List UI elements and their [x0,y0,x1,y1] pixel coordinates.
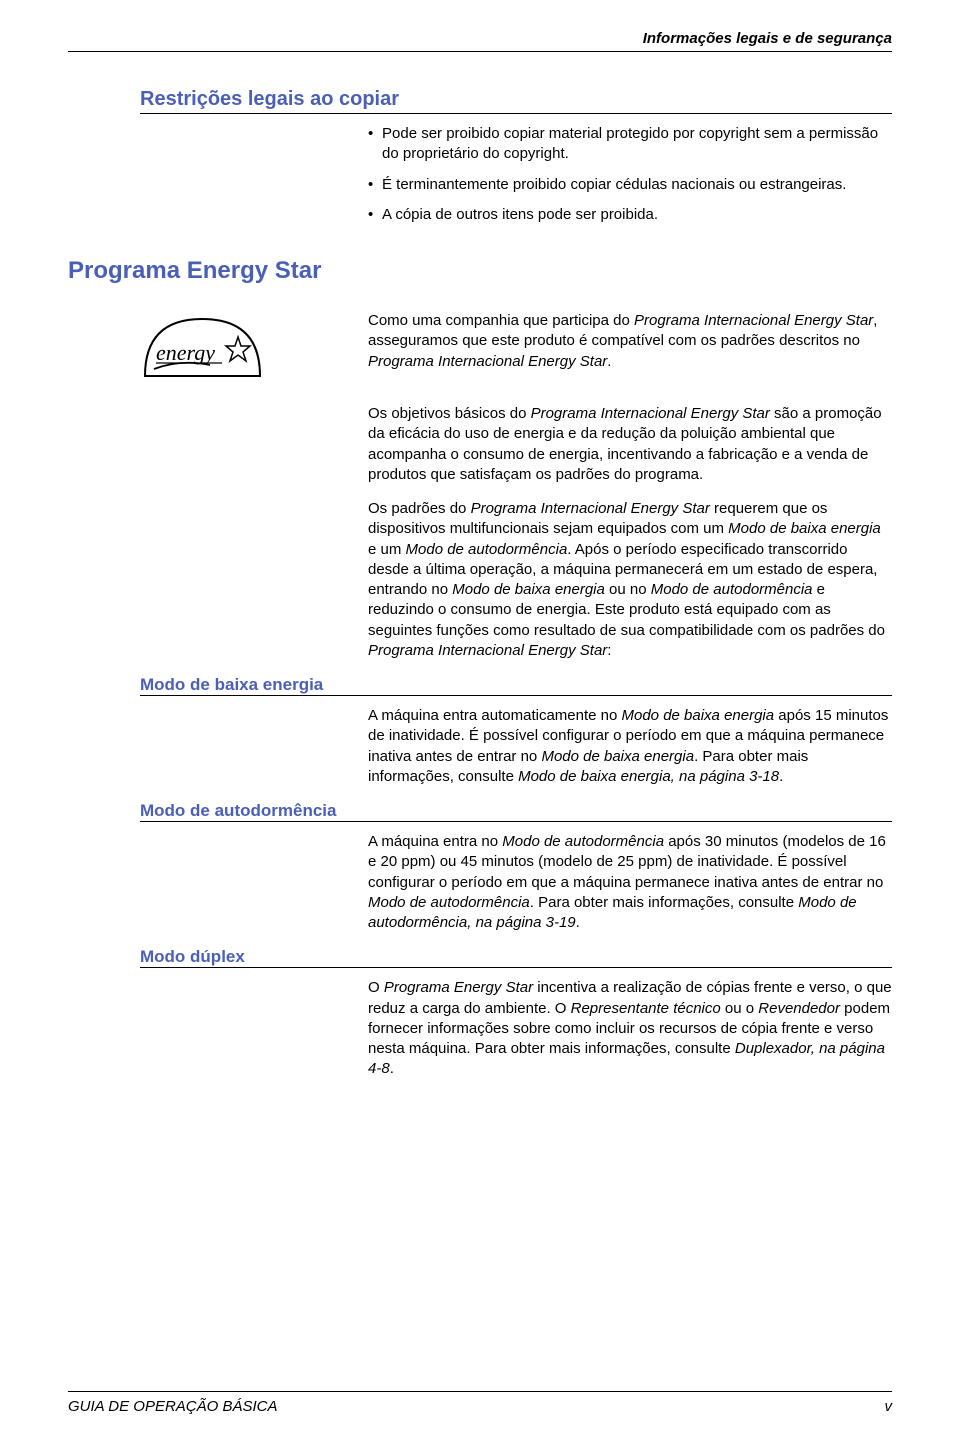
programa-p3: Os padrões do Programa Internacional Ene… [368,499,892,661]
subsection-auto: Modo de autodormência [140,801,892,821]
restricoes-bullets: Pode ser proibido copiar material proteg… [368,124,892,225]
text: Os objetivos básicos do [368,405,531,422]
text: A máquina entra automaticamente no [368,707,622,724]
baixa-p: A máquina entra automaticamente no Modo … [368,706,892,787]
programa-p2: Os objetivos básicos do Programa Interna… [368,404,892,485]
text: . [576,914,580,931]
energy-star-logo: energy [140,311,368,396]
text-italic: Modo de autodormência [406,541,568,558]
text-italic: Programa Internacional Energy Star [368,642,607,659]
text-italic: Programa Internacional Energy Star [471,500,710,517]
text-italic: Modo de autodormência [502,833,664,850]
auto-p: A máquina entra no Modo de autodormência… [368,832,892,933]
section-title-restricoes: Restrições legais ao copiar [140,88,892,111]
text: : [607,642,611,659]
text-italic: Modo de autodormência [651,581,813,598]
text-italic: Modo de baixa energia [452,581,605,598]
bullet-item: É terminantemente proibido copiar cédula… [368,175,892,195]
rule [140,967,892,968]
text: . [779,768,783,785]
section-title-programa: Programa Energy Star [68,257,892,285]
text: O [368,979,384,996]
text-italic: Modo de baixa energia, na página 3-18 [518,768,779,785]
duplex-p: O Programa Energy Star incentiva a reali… [368,978,892,1079]
text-italic: Revendedor [758,1000,840,1017]
text-italic: Modo de baixa energia [728,520,881,537]
text-italic: Programa Energy Star [384,979,533,996]
text-italic: Programa Internacional Energy Star [634,312,873,329]
text-italic: Representante técnico [571,1000,721,1017]
text: ou o [721,1000,759,1017]
rule [140,821,892,822]
footer-page-number: v [885,1398,893,1415]
text: Os padrões do [368,500,471,517]
text-italic: Modo de autodormência [368,894,530,911]
text: ou no [605,581,651,598]
text-italic: Programa Internacional Energy Star [368,353,607,370]
text-italic: Modo de baixa energia [622,707,775,724]
rule [140,695,892,696]
text: A máquina entra no [368,833,502,850]
subsection-baixa: Modo de baixa energia [140,675,892,695]
text: . Para obter mais informações, consulte [530,894,798,911]
footer-left: GUIA DE OPERAÇÃO BÁSICA [68,1398,278,1415]
subsection-duplex: Modo dúplex [140,947,892,967]
page-footer: GUIA DE OPERAÇÃO BÁSICA v [68,1391,892,1415]
text: . [390,1060,394,1077]
text-italic: Modo de baixa energia [541,748,694,765]
svg-text:energy: energy [156,340,215,365]
text-italic: Programa Internacional Energy Star [531,405,770,422]
page-header: Informações legais e de segurança [68,30,892,52]
text: Como uma companhia que participa do [368,312,634,329]
programa-p1: Como uma companhia que participa do Prog… [368,311,892,372]
bullet-item: Pode ser proibido copiar material proteg… [368,124,892,165]
text: . [607,353,611,370]
rule [140,113,892,114]
text: e um [368,541,406,558]
bullet-item: A cópia de outros itens pode ser proibid… [368,205,892,225]
